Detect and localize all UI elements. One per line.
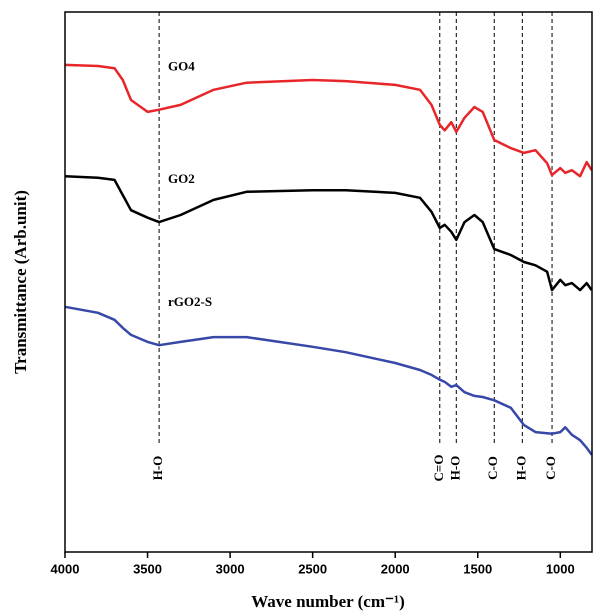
series-label: rGO2-S	[168, 294, 212, 309]
series-line	[64, 305, 593, 456]
x-tick-label: 1500	[463, 561, 492, 576]
x-tick-label: 2000	[381, 561, 410, 576]
annotation-label: C=O	[431, 455, 446, 482]
series-line	[64, 174, 593, 292]
x-tick-label: 1000	[546, 561, 575, 576]
x-tick-label: 2500	[298, 561, 327, 576]
annotation-label: C-O	[485, 456, 500, 480]
series-label: GO2	[168, 171, 195, 186]
x-tick-label: 3500	[133, 561, 162, 576]
x-tick-label: 3000	[216, 561, 245, 576]
series-line	[64, 63, 593, 178]
annotation-label: C-O	[543, 456, 558, 480]
annotation-label: H-O	[513, 456, 528, 481]
plot-frame	[64, 11, 593, 553]
x-axis-label: Wave number (cm⁻¹)	[251, 592, 405, 611]
x-tick-label: 4000	[51, 561, 80, 576]
y-axis-label: Transmittance (Arb.unit)	[11, 190, 30, 374]
series-label: GO4	[168, 59, 195, 74]
annotation-label: H-O	[150, 456, 165, 481]
annotation-label: H-O	[447, 456, 462, 481]
